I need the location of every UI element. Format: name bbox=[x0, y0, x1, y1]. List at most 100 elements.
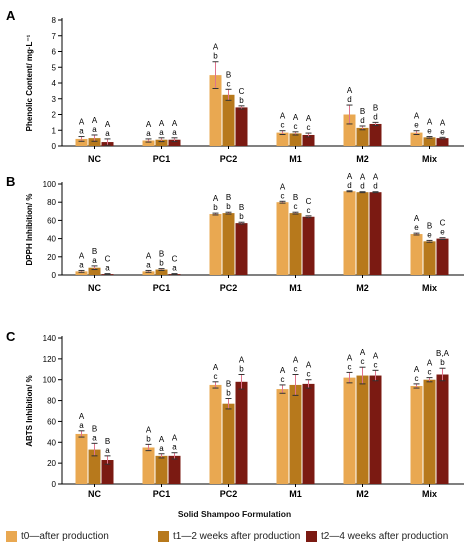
y-tick-label: 4 bbox=[52, 79, 57, 88]
x-tick-label: M1 bbox=[289, 154, 302, 164]
x-tick-label: NC bbox=[88, 154, 101, 164]
bar bbox=[410, 385, 423, 484]
y-tick-label: 100 bbox=[43, 180, 57, 189]
bar bbox=[168, 139, 181, 146]
data-label-upper: A bbox=[293, 356, 299, 365]
data-label-lower: c bbox=[281, 375, 285, 384]
data-label-lower: a bbox=[159, 128, 164, 137]
bar bbox=[155, 269, 168, 275]
data-label-upper: A bbox=[440, 118, 446, 127]
bar bbox=[369, 375, 382, 484]
data-label-upper: A bbox=[414, 365, 420, 374]
data-label-upper: A bbox=[213, 363, 219, 372]
y-axis-title: ABTS Inhibition/ % bbox=[25, 375, 34, 447]
data-label-upper: A bbox=[347, 353, 353, 362]
data-label-upper: A bbox=[213, 43, 219, 52]
legend-item-t0: t0—after production bbox=[6, 531, 109, 542]
bar bbox=[88, 267, 101, 275]
bar bbox=[410, 132, 423, 146]
legend-swatch-t2 bbox=[306, 531, 317, 542]
y-axis-title: Phenolic Content/ mg·L⁻¹ bbox=[25, 34, 34, 131]
data-label-lower: e bbox=[427, 127, 432, 136]
data-label-lower: a bbox=[79, 421, 84, 430]
bar bbox=[222, 213, 235, 275]
data-label-lower: e bbox=[440, 228, 445, 237]
data-label-upper: A bbox=[146, 251, 152, 260]
data-label-lower: e bbox=[414, 121, 419, 130]
bar bbox=[302, 134, 315, 146]
data-label-lower: b bbox=[226, 388, 231, 397]
data-label-upper: A bbox=[280, 366, 286, 375]
bar bbox=[436, 138, 449, 146]
data-label-upper: A bbox=[92, 116, 98, 125]
y-tick-label: 0 bbox=[52, 271, 57, 280]
x-tick-label: PC2 bbox=[220, 489, 238, 499]
data-label-lower: a bbox=[105, 129, 110, 138]
data-label-upper: A bbox=[347, 172, 353, 181]
data-label-lower: a bbox=[92, 433, 97, 442]
y-tick-label: 60 bbox=[47, 417, 56, 426]
x-tick-label: PC1 bbox=[153, 154, 171, 164]
bar bbox=[142, 271, 155, 275]
data-label-upper: A bbox=[105, 120, 111, 129]
bar bbox=[436, 238, 449, 275]
x-tick-label: M2 bbox=[356, 154, 369, 164]
data-label-lower: c bbox=[281, 191, 285, 200]
data-label-upper: A bbox=[360, 173, 366, 182]
bar bbox=[369, 123, 382, 146]
data-label-upper: B bbox=[226, 70, 231, 79]
bar bbox=[289, 133, 302, 146]
data-label-upper: A bbox=[414, 214, 420, 223]
legend-swatch-t1 bbox=[158, 531, 169, 542]
data-label-upper: A bbox=[427, 359, 433, 368]
x-tick-label: Mix bbox=[422, 283, 437, 293]
data-label-lower: a bbox=[146, 129, 151, 138]
bar bbox=[209, 214, 222, 275]
data-label-lower: a bbox=[92, 256, 97, 265]
data-label-lower: c bbox=[415, 374, 419, 383]
data-label-lower: d bbox=[360, 182, 364, 191]
data-label-lower: a bbox=[172, 128, 177, 137]
bar bbox=[289, 213, 302, 275]
panel-label: A bbox=[6, 8, 16, 23]
bar bbox=[343, 114, 356, 146]
bar bbox=[235, 107, 248, 146]
legend: t0—after production t1—2 weeks after pro… bbox=[0, 529, 469, 547]
data-label-upper: A bbox=[159, 119, 165, 128]
data-label-upper: A bbox=[79, 251, 85, 260]
data-label-lower: a bbox=[172, 264, 177, 273]
data-label-upper: A bbox=[293, 113, 299, 122]
bar bbox=[276, 132, 289, 146]
bar bbox=[235, 223, 248, 275]
data-label-lower: a bbox=[79, 127, 84, 136]
data-label-lower: c bbox=[214, 372, 218, 381]
bar bbox=[75, 433, 88, 484]
data-label-lower: b bbox=[226, 202, 231, 211]
bar bbox=[356, 192, 369, 275]
legend-label-t1: t1—2 weeks after production bbox=[173, 531, 301, 542]
data-label-upper: A bbox=[172, 434, 178, 443]
data-label-upper: C bbox=[172, 255, 178, 264]
bar bbox=[356, 127, 369, 146]
y-tick-label: 8 bbox=[52, 16, 57, 25]
data-label-lower: a bbox=[146, 260, 151, 269]
x-tick-label: PC1 bbox=[153, 489, 171, 499]
data-label-lower: e bbox=[440, 127, 445, 136]
data-label-upper: A bbox=[79, 412, 85, 421]
data-label-lower: c bbox=[307, 123, 311, 132]
data-label-upper: B bbox=[373, 103, 378, 112]
y-tick-label: 40 bbox=[47, 438, 56, 447]
bar bbox=[369, 192, 382, 275]
bar bbox=[88, 138, 101, 146]
data-label-upper: B bbox=[293, 193, 298, 202]
data-label-upper: C bbox=[239, 87, 245, 96]
data-label-upper: A bbox=[172, 119, 178, 128]
y-tick-label: 5 bbox=[52, 63, 57, 72]
y-tick-label: 2 bbox=[52, 111, 57, 120]
bar bbox=[101, 460, 114, 484]
data-label-upper: B bbox=[360, 107, 365, 116]
data-label-upper: B bbox=[226, 193, 231, 202]
data-label-lower: b bbox=[239, 212, 244, 221]
data-label-upper: B bbox=[92, 424, 97, 433]
